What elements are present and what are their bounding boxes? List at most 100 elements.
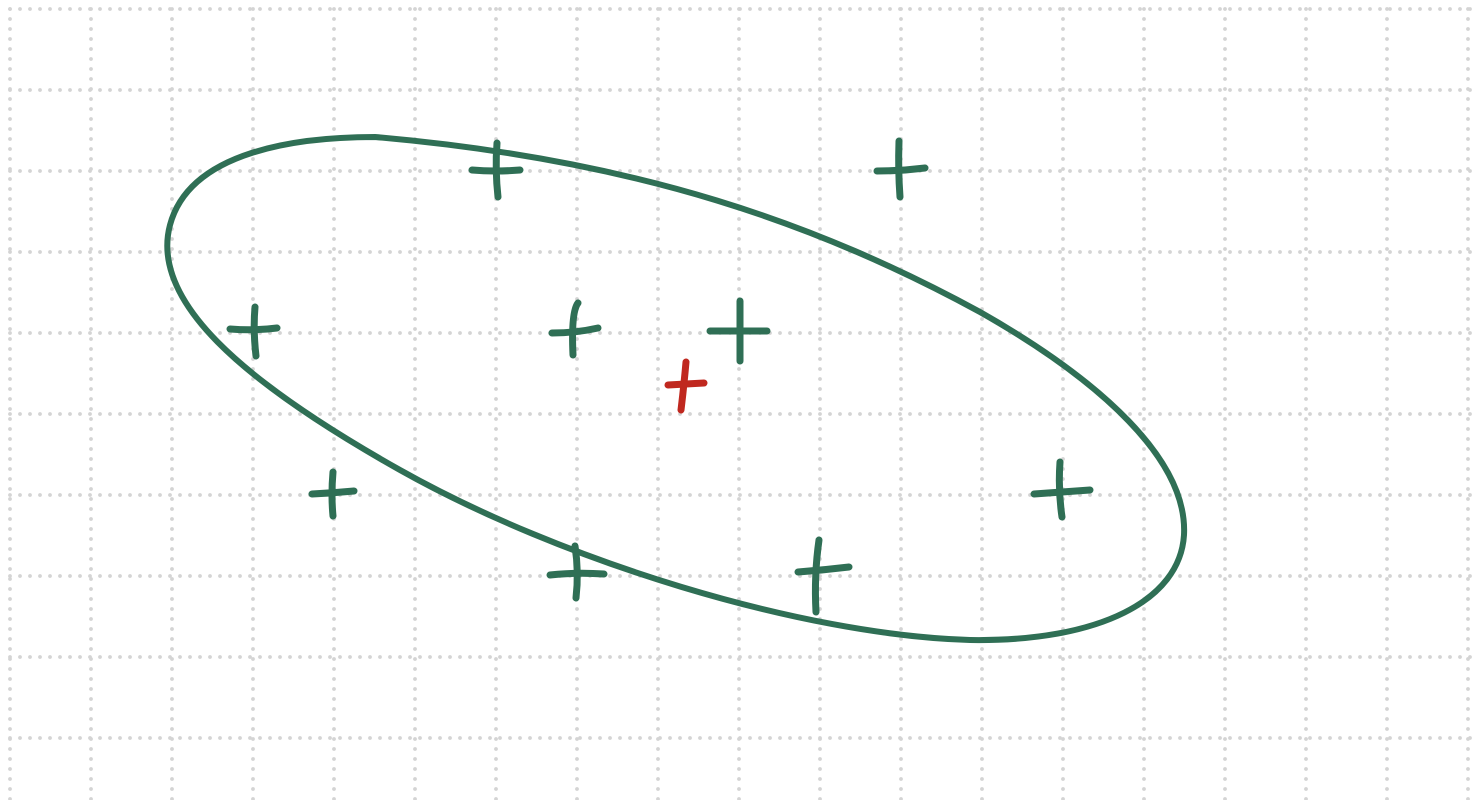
- grid-dot: [89, 567, 93, 571]
- grid-dot: [1304, 797, 1308, 800]
- grid-dot: [808, 7, 812, 11]
- grid-dot: [737, 237, 741, 241]
- grid-dot: [648, 250, 652, 254]
- grid-dot: [1298, 736, 1302, 740]
- grid-dot: [1138, 250, 1142, 254]
- grid-dot: [8, 747, 12, 751]
- grid-dot: [575, 397, 579, 401]
- grid-dot: [1061, 37, 1065, 41]
- grid-dot: [737, 247, 741, 251]
- grid-dot: [528, 250, 532, 254]
- grid-dot: [818, 77, 822, 81]
- grid-dot: [1466, 307, 1470, 311]
- grid-dot: [656, 127, 660, 131]
- grid-dot: [1468, 331, 1472, 335]
- grid-dot: [1158, 412, 1162, 416]
- grid-dot: [656, 27, 660, 31]
- grid-dot: [8, 417, 12, 421]
- grid-dot: [251, 287, 255, 291]
- grid-dot: [251, 107, 255, 111]
- grid-dot: [413, 307, 417, 311]
- grid-dot: [958, 250, 962, 254]
- grid-dot: [578, 736, 582, 740]
- grid-dot: [1223, 257, 1227, 261]
- grid-dot: [1118, 493, 1122, 497]
- grid-dot: [332, 717, 336, 721]
- grid-dot: [818, 357, 822, 361]
- grid-dot: [1223, 107, 1227, 111]
- grid-dot: [798, 7, 802, 11]
- grid-dot: [980, 167, 984, 171]
- grid-dot: [858, 655, 862, 659]
- grid-dot: [578, 250, 582, 254]
- grid-dot: [548, 655, 552, 659]
- grid-dot: [938, 493, 942, 497]
- grid-dot: [413, 217, 417, 221]
- grid-dot: [1466, 667, 1470, 671]
- grid-dot: [868, 412, 872, 416]
- grid-dot: [648, 412, 652, 416]
- grid-dot: [818, 497, 822, 501]
- grid-dot: [980, 277, 984, 281]
- grid-dot: [248, 88, 252, 92]
- grid-dot: [89, 597, 93, 601]
- grid-dot: [568, 169, 572, 173]
- grid-dot: [1304, 7, 1308, 11]
- grid-dot: [980, 437, 984, 441]
- grid-dot: [494, 387, 498, 391]
- grid-dot: [1223, 797, 1227, 800]
- grid-dot: [1466, 627, 1470, 631]
- grid-dot: [251, 227, 255, 231]
- grid-dot: [170, 337, 174, 341]
- grid-dot: [1338, 88, 1342, 92]
- grid-dot: [1018, 169, 1022, 173]
- grid-dot: [332, 317, 336, 321]
- grid-dot: [251, 397, 255, 401]
- grid-dot: [58, 574, 62, 578]
- grid-dot: [1178, 331, 1182, 335]
- grid-dot: [818, 327, 822, 331]
- grid-dot: [748, 88, 752, 92]
- grid-dot: [737, 67, 741, 71]
- grid-dot: [1098, 736, 1102, 740]
- grid-dot: [28, 736, 32, 740]
- grid-dot: [1128, 655, 1132, 659]
- grid-dot: [494, 697, 498, 701]
- grid-dot: [899, 577, 903, 581]
- grid-dot: [1223, 557, 1227, 561]
- grid-dot: [1348, 7, 1352, 11]
- grid-dot: [899, 277, 903, 281]
- grid-dot: [494, 677, 498, 681]
- grid-dot: [1142, 587, 1146, 591]
- grid-dot: [1088, 736, 1092, 740]
- grid-dot: [413, 707, 417, 711]
- grid-dot: [737, 687, 741, 691]
- grid-dot: [698, 574, 702, 578]
- grid-dot: [998, 250, 1002, 254]
- grid-dot: [1304, 577, 1308, 581]
- grid-dot: [688, 88, 692, 92]
- grid-dot: [1385, 187, 1389, 191]
- grid-dot: [1098, 655, 1102, 659]
- grid-dot: [1398, 331, 1402, 335]
- grid-dot: [1061, 307, 1065, 311]
- grid-dot: [798, 169, 802, 173]
- grid-dot: [737, 107, 741, 111]
- grid-dot: [575, 677, 579, 681]
- grid-dot: [328, 169, 332, 173]
- grid-dot: [1448, 88, 1452, 92]
- grid-dot: [656, 337, 660, 341]
- grid-dot: [478, 7, 482, 11]
- grid-dot: [138, 574, 142, 578]
- grid-dot: [980, 157, 984, 161]
- grid-dot: [748, 655, 752, 659]
- grid-dot: [1428, 493, 1432, 497]
- grid-dot: [494, 467, 498, 471]
- grid-dot: [170, 407, 174, 411]
- grid-dot: [1198, 7, 1202, 11]
- grid-dot: [1398, 574, 1402, 578]
- grid-dot: [508, 736, 512, 740]
- grid-dot: [1466, 577, 1470, 581]
- grid-dot: [1061, 137, 1065, 141]
- grid-dot: [737, 737, 741, 741]
